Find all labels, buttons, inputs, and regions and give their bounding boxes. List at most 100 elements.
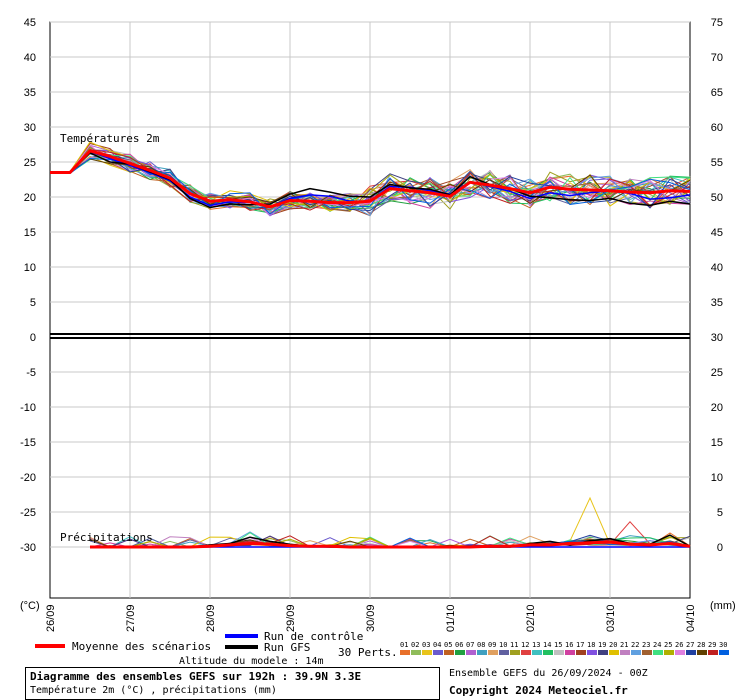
left-tick-label: 30 <box>24 122 36 134</box>
pert-number-24: 24 <box>653 641 661 649</box>
pert-swatch-12 <box>521 650 531 655</box>
pert-number-26: 26 <box>675 641 683 649</box>
x-tick-label: 02/10 <box>525 604 537 632</box>
right-tick-label: 5 <box>717 507 723 519</box>
x-tick-label: 26/09 <box>45 604 57 632</box>
right-tick-label: 15 <box>711 437 723 449</box>
pert-swatch-03 <box>422 650 432 655</box>
left-tick-label: -20 <box>20 472 36 484</box>
pert-number-18: 18 <box>587 641 595 649</box>
pert-swatch-14 <box>543 650 553 655</box>
right-tick-label: 25 <box>711 367 723 379</box>
pert-swatch-26 <box>675 650 685 655</box>
right-tick-label: 55 <box>711 157 723 169</box>
main-series <box>50 149 691 549</box>
pert-swatch-11 <box>510 650 520 655</box>
pert-swatch-25 <box>664 650 674 655</box>
ensemble-run-label: Ensemble GEFS du 26/09/2024 - 00Z <box>449 668 648 679</box>
x-tick-label: 01/10 <box>445 604 457 632</box>
pert-swatch-22 <box>631 650 641 655</box>
pert-swatch-29 <box>708 650 718 655</box>
right-tick-label: 75 <box>711 17 723 29</box>
pert-swatch-20 <box>609 650 619 655</box>
pert-swatch-09 <box>488 650 498 655</box>
pert-number-09: 09 <box>488 641 496 649</box>
pert-number-05: 05 <box>444 641 452 649</box>
pert-swatch-27 <box>686 650 696 655</box>
pert-number-03: 03 <box>422 641 430 649</box>
pert-number-28: 28 <box>697 641 705 649</box>
pert-swatch-13 <box>532 650 542 655</box>
pert-number-07: 07 <box>466 641 474 649</box>
left-tick-label: 25 <box>24 157 36 169</box>
pert-number-01: 01 <box>400 641 408 649</box>
right-tick-label: 70 <box>711 52 723 64</box>
pert-number-30: 30 <box>719 641 727 649</box>
left-tick-label: 40 <box>24 52 36 64</box>
pert-swatch-23 <box>642 650 652 655</box>
right-tick-label: 30 <box>711 332 723 344</box>
altitude-label: Altitude du modele : 14m <box>179 656 324 667</box>
pert-number-13: 13 <box>532 641 540 649</box>
pert-swatch-19 <box>598 650 608 655</box>
right-tick-label: 45 <box>711 227 723 239</box>
left-tick-label: -15 <box>20 437 36 449</box>
pert-swatch-30 <box>719 650 729 655</box>
pert-number-21: 21 <box>620 641 628 649</box>
pert-number-11: 11 <box>510 641 518 649</box>
pert-number-16: 16 <box>565 641 573 649</box>
pert-number-19: 19 <box>598 641 606 649</box>
pert-number-12: 12 <box>521 641 529 649</box>
pert-number-25: 25 <box>664 641 672 649</box>
right-tick-label: 10 <box>711 472 723 484</box>
mean-precipitation-line <box>90 540 691 549</box>
pert-swatch-15 <box>554 650 564 655</box>
legend-gfs-label: Run GFS <box>264 641 310 654</box>
left-tick-label: -25 <box>20 507 36 519</box>
left-axis-unit: (°C) <box>20 600 40 612</box>
x-tick-label: 04/10 <box>685 604 697 632</box>
legend-mean-label: Moyenne des scénarios <box>72 640 211 653</box>
legend-control-label: Run de contrôle <box>264 630 363 643</box>
pert-number-22: 22 <box>631 641 639 649</box>
pert-swatch-16 <box>565 650 575 655</box>
pert-swatch-21 <box>620 650 630 655</box>
perturbation-temp-line <box>49 144 691 212</box>
pert-swatch-06 <box>455 650 465 655</box>
left-tick-label: -30 <box>20 542 36 554</box>
pert-number-23: 23 <box>642 641 650 649</box>
pert-swatch-04 <box>433 650 443 655</box>
left-tick-label: 45 <box>24 17 36 29</box>
pert-swatch-28 <box>697 650 707 655</box>
pert-swatch-08 <box>477 650 487 655</box>
pert-swatch-17 <box>576 650 586 655</box>
pert-number-20: 20 <box>609 641 617 649</box>
left-tick-label: -10 <box>20 402 36 414</box>
left-tick-label: 10 <box>24 262 36 274</box>
left-tick-label: 5 <box>30 297 36 309</box>
zero-line <box>50 333 690 339</box>
chart-subtitle: Température 2m (°C) , précipitations (mm… <box>30 685 277 696</box>
left-tick-label: 35 <box>24 87 36 99</box>
pert-swatch-10 <box>499 650 509 655</box>
grid <box>49 21 691 599</box>
x-tick-label: 03/10 <box>605 604 617 632</box>
pert-swatch-24 <box>653 650 663 655</box>
perturbation-temp-line <box>49 151 691 212</box>
right-tick-label: 20 <box>711 402 723 414</box>
right-tick-label: 35 <box>711 297 723 309</box>
mean-temperature-line <box>50 149 691 209</box>
chart-title: Diagramme des ensembles GEFS sur 192h : … <box>30 670 362 683</box>
pert-number-14: 14 <box>543 641 551 649</box>
pert-swatch-05 <box>444 650 454 655</box>
left-tick-label: -5 <box>26 367 36 379</box>
x-tick-label: 28/09 <box>205 604 217 632</box>
pert-number-27: 27 <box>686 641 694 649</box>
pert-number-10: 10 <box>499 641 507 649</box>
right-tick-label: 65 <box>711 87 723 99</box>
x-tick-label: 29/09 <box>285 604 297 632</box>
legend-perts-label: 30 Perts. <box>338 646 398 659</box>
left-tick-label: 0 <box>30 332 36 344</box>
